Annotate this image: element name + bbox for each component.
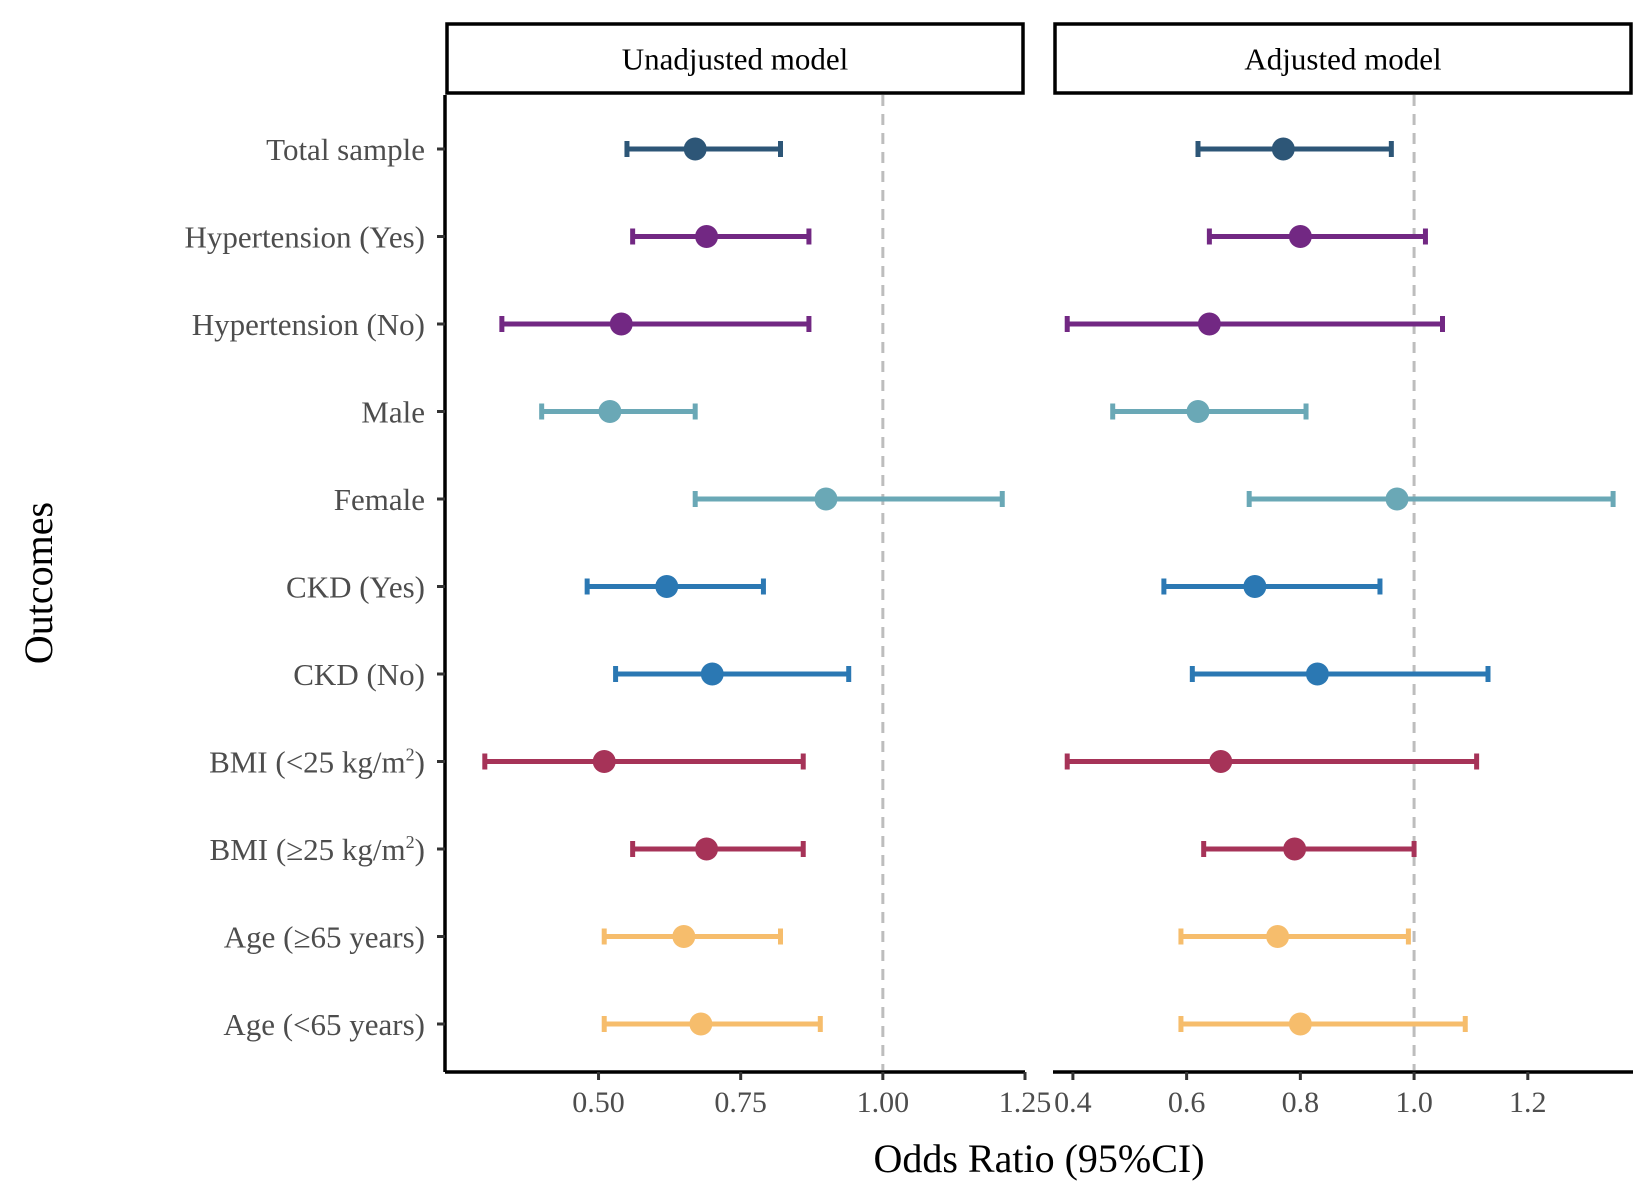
odds-ratio-point: [672, 925, 696, 948]
panel-strip: [1053, 22, 1633, 95]
odds-ratio-point: [592, 750, 616, 773]
odds-ratio-point: [1283, 837, 1307, 861]
reference-lines: [881, 95, 1416, 1070]
x-tick-label: 0.50: [572, 1086, 625, 1119]
odds-ratio-point: [695, 837, 719, 861]
odds-ratio-point: [814, 487, 838, 511]
y-tick-label: Age (<65 years): [223, 1007, 425, 1042]
odds-ratio-point: [1186, 400, 1210, 423]
y-tick-label: Male: [361, 395, 425, 430]
odds-ratio-point: [1385, 487, 1409, 511]
x-tick-label: 0.4: [1054, 1086, 1092, 1119]
odds-ratio-point: [700, 662, 724, 686]
x-tick-label: 1.00: [857, 1086, 910, 1119]
odds-ratio-point: [598, 400, 622, 423]
y-tick-label: Total sample: [266, 132, 425, 167]
y-tick-label: Hypertension (Yes): [184, 220, 425, 255]
odds-ratio-point: [1266, 925, 1290, 948]
x-tick-label: 0.8: [1282, 1086, 1320, 1119]
odds-ratio-point: [609, 312, 633, 336]
x-tick-label: 1.25: [999, 1086, 1052, 1119]
odds-ratio-point: [1197, 312, 1221, 336]
odds-ratio-point: [1288, 1012, 1312, 1036]
y-tick-label: Hypertension (No): [192, 307, 425, 342]
y-tick-label: Age (≥65 years): [224, 920, 425, 955]
estimate-marks: [482, 137, 1616, 1036]
x-axis-title: Odds Ratio (95%CI): [873, 1136, 1204, 1181]
odds-ratio-point: [1209, 750, 1233, 773]
x-tick-label: 0.75: [714, 1086, 767, 1119]
chart-text: Total sample Hypertension (Yes) Hypertensi…: [16, 42, 1547, 1182]
x-tick-label: 1.2: [1509, 1086, 1547, 1119]
odds-ratio-point: [1271, 137, 1295, 161]
odds-ratio-point: [1288, 225, 1312, 248]
odds-ratio-point: [655, 575, 679, 598]
y-tick-label: CKD (No): [293, 657, 425, 692]
panel-frames: [437, 22, 1633, 1080]
odds-ratio-point: [689, 1012, 713, 1036]
x-tick-label: 0.6: [1168, 1086, 1206, 1119]
y-tick-label: Female: [334, 482, 425, 517]
odds-ratio-point: [683, 137, 707, 161]
odds-ratio-point: [1243, 575, 1267, 598]
x-tick-label: 1.0: [1395, 1086, 1433, 1119]
y-tick-label: CKD (Yes): [286, 570, 425, 605]
panel-title: Adjusted model: [1244, 42, 1441, 77]
odds-ratio-point: [695, 225, 719, 248]
odds-ratio-point: [1305, 662, 1329, 686]
y-axis-title: Outcomes: [16, 502, 61, 664]
y-tick-label: BMI (≥25 kg/m2): [210, 832, 425, 867]
panel-title: Unadjusted model: [622, 42, 848, 77]
panel-strip: [445, 22, 1025, 95]
y-tick-label: BMI (<25 kg/m2): [209, 745, 425, 780]
